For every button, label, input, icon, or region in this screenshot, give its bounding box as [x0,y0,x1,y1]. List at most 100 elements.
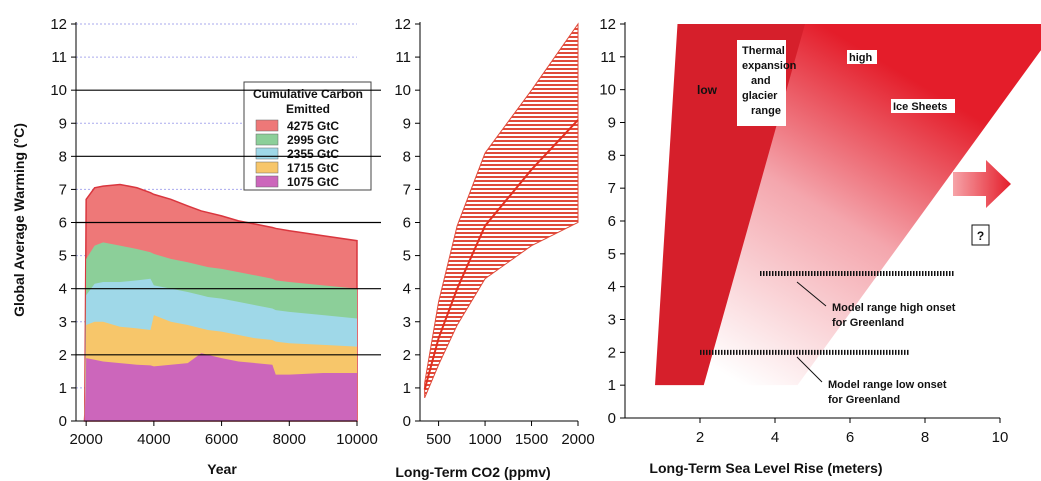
y-tick-label: 1 [403,380,411,397]
x-tick-label: 4 [771,429,779,446]
legend-label: 2995 GtC [287,133,339,147]
question-box [971,224,990,246]
legend-label: 4275 GtC [287,119,339,133]
leader-line [796,281,827,307]
x-tick-label: 8000 [273,431,306,448]
y-tick-label: 4 [403,281,411,298]
legend-label: 2355 GtC [287,147,339,161]
central-line [423,119,579,390]
y-tick-label: 2 [403,347,411,364]
x-tick-label: 8 [921,429,929,446]
y-tick-label: 0 [608,410,616,427]
legend-label: 1075 GtC [287,175,339,189]
y-tick-label: 6 [403,215,411,232]
y-tick-label: 5 [403,248,411,265]
ice-sheets-label: Ice Sheets [893,101,947,113]
greenland-label-line: Model range low onset [828,379,947,391]
y-tick-label: 9 [59,115,67,132]
legend-swatch [255,175,279,188]
greenland-label-line: for Greenland [828,394,900,406]
low-label: low [697,83,718,97]
x-tick-label: 1000 [468,431,501,448]
y-tick-label: 3 [59,314,67,331]
annotations: low high Ice Sheets Thermal expansion and g… [697,40,1011,406]
y-tick-label: 12 [50,16,67,33]
x-axis-label: Year [207,461,237,477]
y-tick-label: 6 [608,213,616,230]
x-tick-label: 4000 [137,431,170,448]
area-series-0 [84,353,357,421]
y-tick-label: 8 [59,148,67,165]
y-tick-label: 6 [59,215,67,232]
y-axis-label: Global Average Warming (°C) [11,123,27,317]
thermal-label-line: Thermal [742,45,785,57]
y-tick-label: 10 [50,82,67,99]
y-tick-label: 4 [608,279,616,296]
y-tick-label: 1 [59,380,67,397]
y-tick-label: 4 [59,281,67,298]
reference-lines-solid [76,89,381,356]
x-tick-label: 1500 [515,431,548,448]
greenland-labels: Model range high onset for Greenland Model… [796,281,956,406]
y-tick-label: 8 [403,148,411,165]
question-arrow: ? [953,160,1011,246]
y-tick-label: 7 [608,180,616,197]
range-band [424,22,579,399]
legend-title: Cumulative Carbon [253,87,363,101]
y-tick-label: 9 [403,115,411,132]
x-tick-label: 6 [846,429,854,446]
x-tick-labels: 2000 4000 6000 8000 10000 [69,421,378,448]
y-tick-label: 5 [59,248,67,265]
y-tick-label: 3 [608,312,616,329]
x-tick-label: 2 [696,429,704,446]
legend-swatch [255,133,279,146]
x-tick-label: 10000 [336,431,378,448]
y-tick-label: 7 [403,181,411,198]
y-tick-label: 1 [608,377,616,394]
y-tick-label: 0 [59,413,67,430]
thermal-label-line: range [751,105,781,117]
x-tick-label: 2000 [561,431,594,448]
y-tick-label: 12 [599,16,616,33]
sea-level-bands [655,24,1041,386]
y-tick-label: 11 [395,49,411,66]
y-tick-label: 8 [608,147,616,164]
y-tick-label: 7 [59,181,67,198]
question-mark: ? [977,229,984,243]
x-tick-label: 10 [992,429,1009,446]
legend-label: 1715 GtC [287,161,339,175]
y-tick-label: 11 [600,49,616,66]
thermal-expansion-label: Thermal expansion and glacier range [737,40,797,126]
thermal-label-line: glacier [742,90,778,102]
x-tick-label: 500 [426,431,451,448]
y-tick-label: 2 [608,344,616,361]
y-tick-label: 10 [394,82,411,99]
legend-swatch [255,161,279,174]
y-tick-label: 0 [403,413,411,430]
x-tick-label: 6000 [205,431,238,448]
x-tick-labels: 500 1000 1500 2000 [426,421,595,448]
legend-swatch [255,119,279,132]
y-tick-label: 10 [599,82,616,99]
co2-range-band [423,22,579,399]
y-tick-label: 3 [403,314,411,331]
leader-line [796,356,823,383]
high-label: high [849,52,872,64]
arrow-right-icon [953,160,1011,208]
label-box [891,99,955,113]
x-tick-labels: 2 4 6 8 10 [696,418,1009,446]
y-tick-label: 9 [608,115,616,132]
x-axis-label: Long-Term Sea Level Rise (meters) [649,460,882,476]
legend-title-line2: Emitted [286,102,330,116]
y-tick-label: 12 [394,16,411,33]
greenland-label-line: for Greenland [832,317,904,329]
